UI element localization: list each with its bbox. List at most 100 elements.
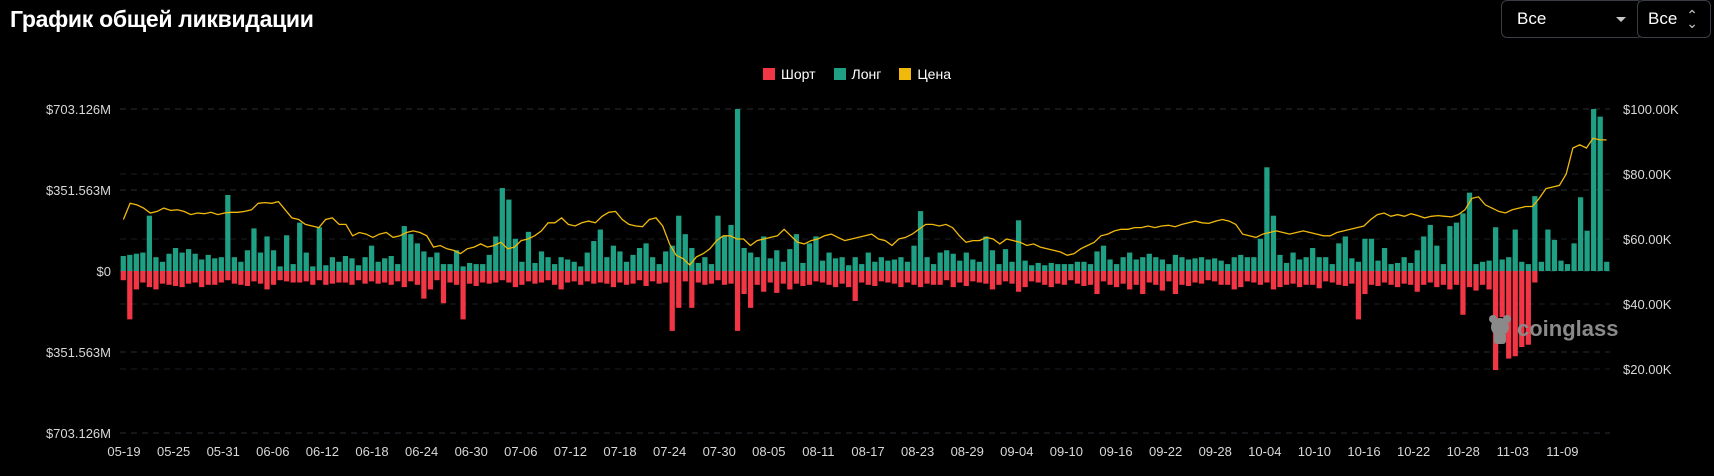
bar-short-208[interactable]	[1479, 271, 1486, 285]
bar-long-166[interactable]	[1205, 259, 1211, 271]
bar-short-86[interactable]	[682, 271, 688, 282]
bar-short-142[interactable]	[1048, 271, 1054, 288]
bar-long-71[interactable]	[584, 252, 590, 271]
bar-short-113[interactable]	[859, 271, 865, 283]
bar-short-68[interactable]	[565, 271, 571, 283]
bar-long-126[interactable]	[944, 250, 950, 271]
bar-long-33[interactable]	[336, 261, 342, 271]
bar-long-206[interactable]	[1466, 192, 1473, 271]
bar-long-10[interactable]	[186, 249, 192, 271]
bar-short-69[interactable]	[571, 271, 577, 282]
bar-long-5[interactable]	[153, 257, 159, 271]
bar-short-88[interactable]	[695, 271, 701, 283]
bar-short-79[interactable]	[636, 271, 643, 281]
bar-short-63[interactable]	[532, 271, 538, 284]
bar-short-6[interactable]	[159, 271, 166, 284]
bar-long-177[interactable]	[1277, 254, 1283, 271]
bar-long-65[interactable]	[545, 257, 551, 271]
bar-short-130[interactable]	[970, 271, 976, 282]
bar-short-164[interactable]	[1192, 271, 1198, 283]
bar-long-22[interactable]	[264, 236, 270, 271]
bar-short-31[interactable]	[323, 271, 329, 285]
bar-long-8[interactable]	[172, 247, 179, 271]
bar-long-201[interactable]	[1434, 245, 1440, 271]
bar-short-99[interactable]	[767, 271, 773, 283]
bar-short-158[interactable]	[1153, 271, 1159, 285]
bar-long-88[interactable]	[695, 262, 701, 271]
bar-long-80[interactable]	[643, 243, 649, 271]
bar-long-89[interactable]	[702, 257, 708, 271]
bar-long-82[interactable]	[656, 264, 662, 271]
bar-short-213[interactable]	[1512, 271, 1518, 357]
bar-short-195[interactable]	[1394, 271, 1401, 288]
bar-short-162[interactable]	[1179, 271, 1185, 285]
bar-long-53[interactable]	[467, 262, 473, 271]
bar-long-115[interactable]	[872, 261, 878, 271]
bar-long-150[interactable]	[1100, 245, 1107, 271]
bar-long-161[interactable]	[1172, 254, 1179, 271]
bar-short-174[interactable]	[1257, 271, 1263, 285]
bar-long-226[interactable]	[1597, 116, 1603, 271]
bar-short-27[interactable]	[297, 271, 303, 283]
bar-short-11[interactable]	[192, 271, 198, 283]
bar-long-223[interactable]	[1577, 197, 1584, 271]
bar-short-13[interactable]	[205, 271, 211, 285]
bar-long-27[interactable]	[297, 222, 303, 271]
bar-long-103[interactable]	[793, 234, 799, 271]
bar-short-32[interactable]	[329, 271, 336, 284]
bar-short-169[interactable]	[1225, 271, 1231, 285]
bar-short-60[interactable]	[512, 271, 518, 288]
bar-short-49[interactable]	[440, 271, 447, 304]
bar-long-148[interactable]	[1087, 264, 1094, 271]
bar-long-198[interactable]	[1414, 250, 1420, 271]
bar-long-215[interactable]	[1525, 264, 1531, 271]
bar-short-151[interactable]	[1107, 271, 1113, 285]
bar-long-156[interactable]	[1140, 257, 1146, 271]
bar-long-2[interactable]	[133, 253, 139, 271]
bar-short-5[interactable]	[153, 271, 159, 290]
bar-long-130[interactable]	[970, 259, 976, 271]
bar-long-96[interactable]	[748, 252, 754, 271]
bar-short-17[interactable]	[231, 271, 237, 284]
bar-long-165[interactable]	[1198, 257, 1205, 271]
bar-long-113[interactable]	[859, 264, 865, 271]
bar-short-135[interactable]	[1002, 271, 1009, 282]
bar-long-58[interactable]	[499, 188, 505, 271]
bar-short-20[interactable]	[251, 271, 257, 282]
bar-short-9[interactable]	[179, 271, 185, 288]
bar-long-57[interactable]	[493, 236, 499, 271]
bar-long-153[interactable]	[1120, 257, 1126, 271]
bar-short-4[interactable]	[146, 271, 153, 288]
bar-short-59[interactable]	[506, 271, 512, 283]
bar-long-31[interactable]	[323, 265, 329, 271]
bar-short-61[interactable]	[519, 271, 525, 285]
bar-short-75[interactable]	[610, 271, 617, 288]
bar-short-112[interactable]	[852, 271, 858, 301]
bar-short-38[interactable]	[368, 271, 375, 282]
exchange-select[interactable]: Все	[1501, 0, 1643, 38]
bar-short-173[interactable]	[1251, 271, 1257, 283]
bar-short-205[interactable]	[1460, 271, 1466, 315]
bar-long-167[interactable]	[1212, 258, 1218, 271]
bar-long-45[interactable]	[414, 243, 420, 271]
bar-short-198[interactable]	[1414, 271, 1420, 292]
bar-short-107[interactable]	[819, 271, 826, 283]
bar-long-180[interactable]	[1296, 259, 1303, 271]
bar-long-213[interactable]	[1512, 229, 1518, 271]
bar-long-210[interactable]	[1493, 227, 1499, 271]
bar-short-71[interactable]	[584, 271, 590, 282]
bar-long-63[interactable]	[532, 262, 538, 271]
bar-short-166[interactable]	[1205, 271, 1211, 281]
bar-long-55[interactable]	[480, 264, 486, 271]
bar-long-75[interactable]	[610, 245, 617, 271]
bar-long-48[interactable]	[434, 252, 440, 271]
bar-long-203[interactable]	[1447, 226, 1453, 271]
bar-long-143[interactable]	[1055, 264, 1061, 271]
bar-long-127[interactable]	[950, 253, 956, 271]
bar-short-58[interactable]	[499, 271, 505, 281]
bar-short-53[interactable]	[467, 271, 473, 284]
bar-short-140[interactable]	[1035, 271, 1041, 283]
bar-short-167[interactable]	[1212, 271, 1218, 282]
bar-long-37[interactable]	[362, 257, 368, 271]
bar-short-50[interactable]	[447, 271, 453, 283]
